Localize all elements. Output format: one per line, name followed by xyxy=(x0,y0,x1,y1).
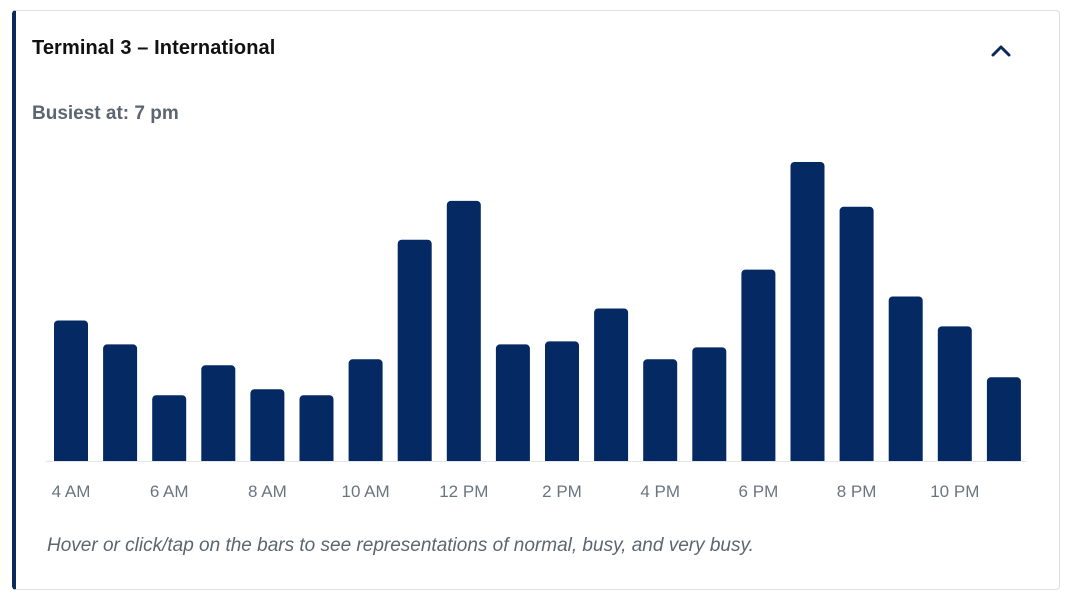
bar-7-am[interactable] xyxy=(201,365,236,465)
bar-6-pm[interactable] xyxy=(741,269,776,465)
bar-12-pm[interactable] xyxy=(446,200,481,465)
bar-10-pm[interactable] xyxy=(937,326,972,465)
terminal-title: Terminal 3 – International xyxy=(32,37,276,59)
bar-5-am[interactable] xyxy=(103,344,138,465)
bar-2-pm[interactable] xyxy=(545,341,579,465)
bar-4-pm[interactable] xyxy=(643,359,678,465)
bar-10-am[interactable] xyxy=(348,359,383,465)
bar-8-pm[interactable] xyxy=(839,206,874,465)
bar-3-pm[interactable] xyxy=(594,308,629,466)
bar-9-am[interactable] xyxy=(299,395,334,465)
bar-7-pm[interactable] xyxy=(790,162,825,465)
bar-9-pm[interactable] xyxy=(888,296,923,466)
bar-8-am[interactable] xyxy=(250,389,285,465)
chevron-up-icon xyxy=(991,45,1011,57)
collapse-button[interactable] xyxy=(986,36,1016,66)
chart-hint-text: Hover or click/tap on the bars to see re… xyxy=(47,535,754,556)
terminal-card xyxy=(12,10,1060,590)
busiest-time-label: Busiest at: 7 pm xyxy=(32,103,179,124)
bar-1-pm[interactable] xyxy=(495,344,530,465)
bar-11-am[interactable] xyxy=(397,239,432,465)
bar-11-pm[interactable] xyxy=(986,377,1021,465)
bar-6-am[interactable] xyxy=(152,395,187,465)
bar-5-pm[interactable] xyxy=(692,347,727,465)
bar-4-am[interactable] xyxy=(54,320,88,466)
